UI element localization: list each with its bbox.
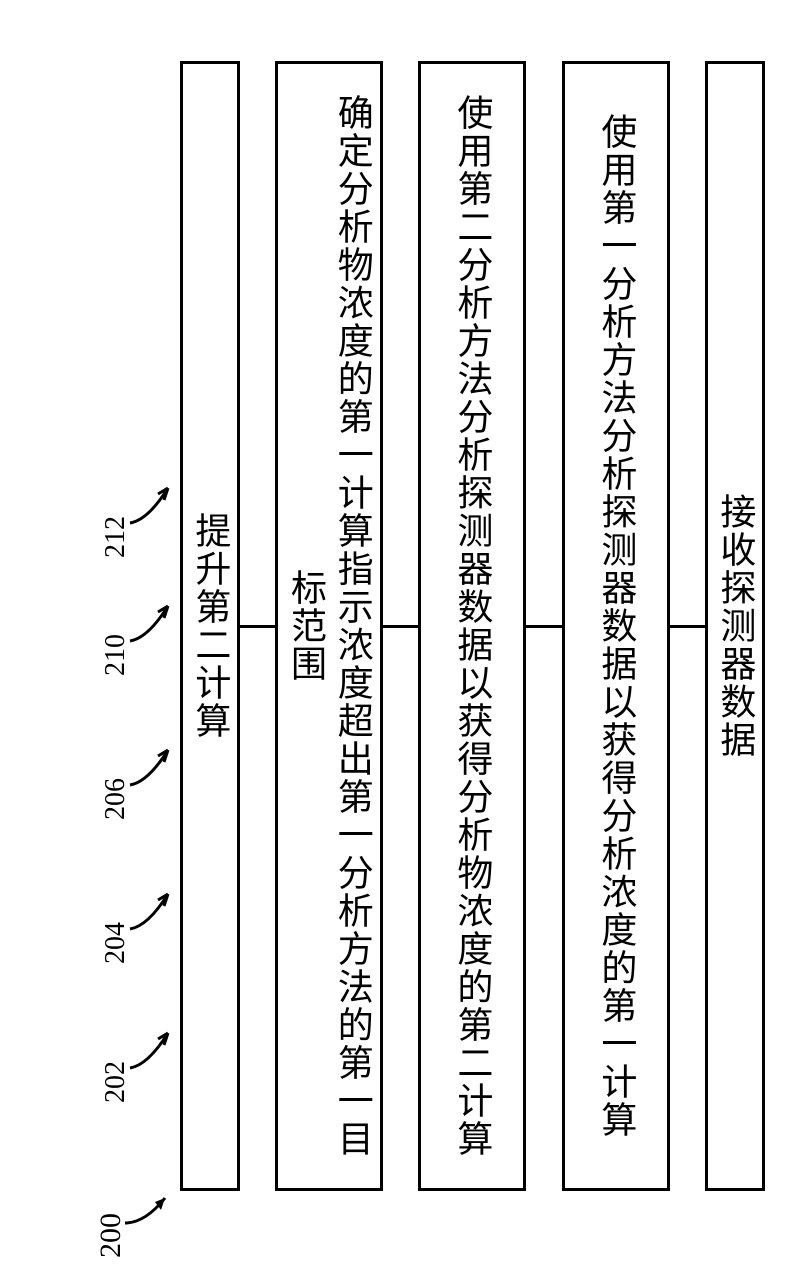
step-box-210: 确定分析物浓度的第一计算指示浓度超出第一分析方法的第一目标范围 xyxy=(275,61,383,1191)
step-box-212: 提升第二计算 xyxy=(180,61,240,1191)
diagram-ref-200: 200 xyxy=(94,1213,128,1258)
step-ref-202: 202 xyxy=(100,1061,132,1103)
step-ref-210: 210 xyxy=(100,634,132,676)
connector-210-212 xyxy=(240,625,275,628)
step-text-210: 确定分析物浓度的第一计算指示浓度超出第一分析方法的第一目标范围 xyxy=(282,64,376,1188)
step-ref-204: 204 xyxy=(100,922,132,964)
diagram-ref-arrow xyxy=(125,1188,185,1243)
step-ref-206: 206 xyxy=(100,778,132,820)
leader-212 xyxy=(130,488,170,548)
leader-202 xyxy=(130,1033,170,1093)
step-box-204: 使用第一分析方法分析探测器数据以获得分析浓度的第一计算 xyxy=(562,61,670,1191)
leader-210 xyxy=(130,606,170,666)
step-text-202: 接收探测器数据 xyxy=(712,481,759,771)
flowchart-canvas: 200 接收探测器数据 202 使用第一分析方法分析探测器数据以获得分析浓度的第… xyxy=(0,0,800,1282)
step-text-212: 提升第二计算 xyxy=(187,500,234,752)
step-box-206: 使用第二分析方法分析探测器数据以获得分析物浓度的第二计算 xyxy=(418,61,526,1191)
connector-202-204 xyxy=(670,625,705,628)
step-box-202: 接收探测器数据 xyxy=(705,61,765,1191)
step-text-204: 使用第一分析方法分析探测器数据以获得分析浓度的第一计算 xyxy=(593,101,640,1151)
leader-204 xyxy=(130,894,170,954)
step-text-206: 使用第二分析方法分析探测器数据以获得分析物浓度的第二计算 xyxy=(449,82,496,1170)
leader-206 xyxy=(130,750,170,810)
step-ref-212: 212 xyxy=(100,516,132,558)
connector-206-210 xyxy=(383,625,418,628)
connector-204-206 xyxy=(526,625,562,628)
